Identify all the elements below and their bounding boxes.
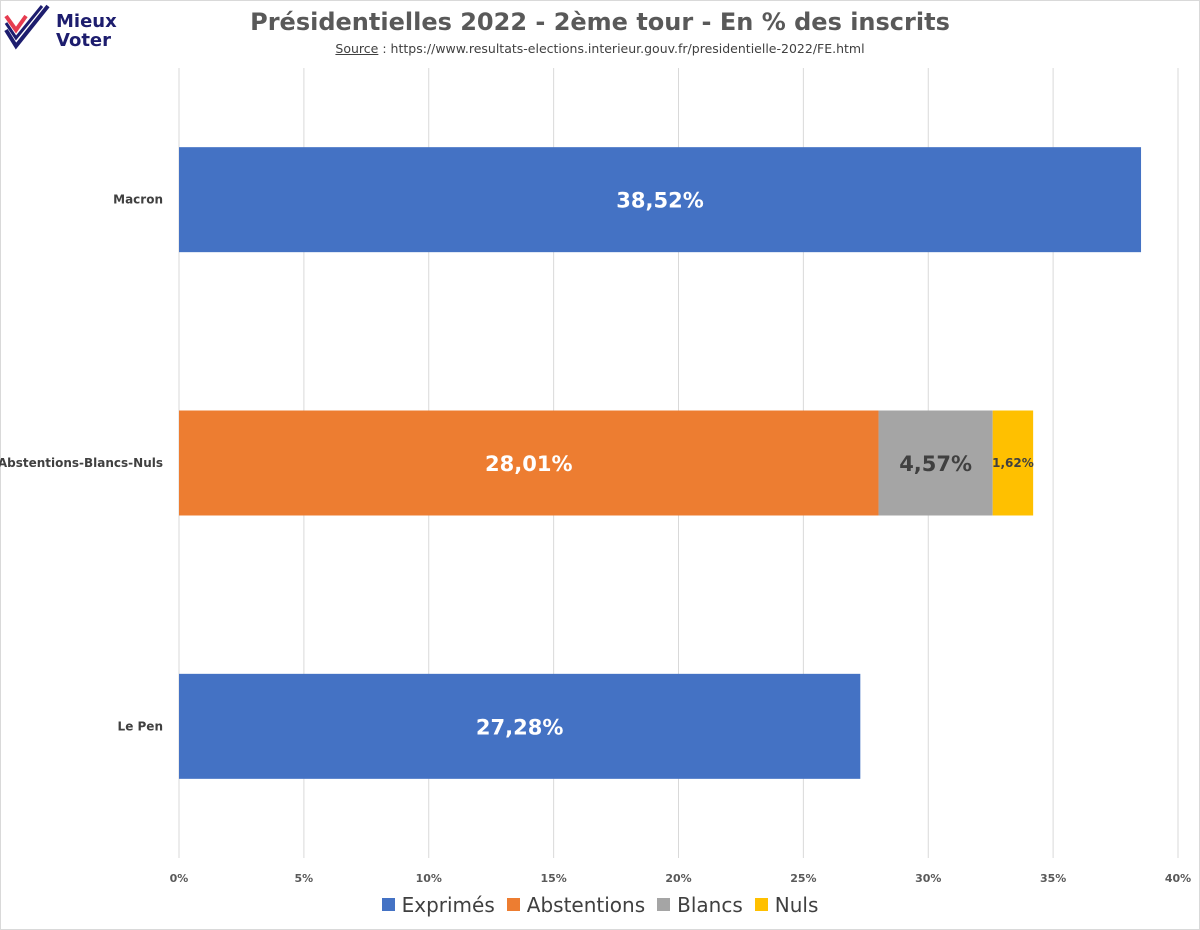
category-label-macron: Macron bbox=[113, 193, 163, 207]
legend-swatch-abstentions bbox=[506, 898, 520, 911]
legend-label-abstentions: Abstentions bbox=[526, 893, 646, 917]
chart-legend: Exprimés Abstentions Blancs Nuls bbox=[0, 893, 1200, 917]
bar-le-pen-exprimes bbox=[179, 673, 861, 779]
data-label-le-pen-exprimes: 27,28% bbox=[476, 715, 563, 739]
legend-item-blancs: Blancs bbox=[657, 893, 743, 917]
data-label-abstentions-blancs-nuls-nuls: 1,62% bbox=[992, 456, 1034, 470]
check-mark-logo-icon bbox=[4, 4, 50, 50]
source-line: Source : https://www.resultats-elections… bbox=[0, 41, 1200, 56]
x-tick-label-5: 5% bbox=[295, 872, 314, 885]
legend-item-abstentions: Abstentions bbox=[506, 893, 646, 917]
source-separator: : bbox=[378, 41, 391, 56]
chart-title: Présidentielles 2022 - 2ème tour - En % … bbox=[250, 8, 950, 36]
bar-abstentions-blancs-nuls-blancs bbox=[878, 410, 993, 516]
legend-item-exprimes: Exprimés bbox=[381, 893, 495, 917]
source-url[interactable]: https://www.resultats-elections.interieu… bbox=[390, 41, 865, 56]
legend-swatch-blancs bbox=[657, 898, 671, 911]
x-tick-label-15: 15% bbox=[540, 872, 566, 885]
x-tick-label-35: 35% bbox=[1040, 872, 1066, 885]
source-label: Source bbox=[335, 41, 379, 56]
data-label-abstentions-blancs-nuls-blancs: 4,57% bbox=[899, 452, 972, 476]
x-tick-label-30: 30% bbox=[915, 872, 941, 885]
x-tick-label-40: 40% bbox=[1165, 872, 1191, 885]
legend-label-exprimes: Exprimés bbox=[401, 893, 495, 917]
category-label-le-pen: Le Pen bbox=[118, 719, 163, 733]
x-tick-label-25: 25% bbox=[790, 872, 816, 885]
bar-macron-exprimes bbox=[179, 147, 1142, 253]
x-tick-label-0: 0% bbox=[170, 872, 189, 885]
legend-label-nuls: Nuls bbox=[774, 893, 819, 917]
data-label-macron-exprimes: 38,52% bbox=[616, 189, 703, 213]
legend-swatch-nuls bbox=[754, 898, 768, 911]
legend-item-nuls: Nuls bbox=[754, 893, 819, 917]
logo-text-line2: Voter bbox=[56, 30, 112, 51]
data-label-abstentions-blancs-nuls-abstentions: 28,01% bbox=[485, 452, 572, 476]
legend-swatch-exprimes bbox=[381, 898, 395, 911]
bar-abstentions-blancs-nuls-nuls bbox=[992, 410, 1034, 516]
legend-label-blancs: Blancs bbox=[677, 893, 743, 917]
logo-text-line1: Mieux bbox=[56, 11, 117, 32]
mieux-voter-logo: Mieux Voter bbox=[4, 4, 124, 54]
category-label-abstentions-blancs-nuls: Abstentions-Blancs-Nuls bbox=[0, 456, 163, 470]
x-tick-label-10: 10% bbox=[416, 872, 442, 885]
bar-abstentions-blancs-nuls-abstentions bbox=[179, 410, 879, 516]
x-tick-label-20: 20% bbox=[665, 872, 691, 885]
